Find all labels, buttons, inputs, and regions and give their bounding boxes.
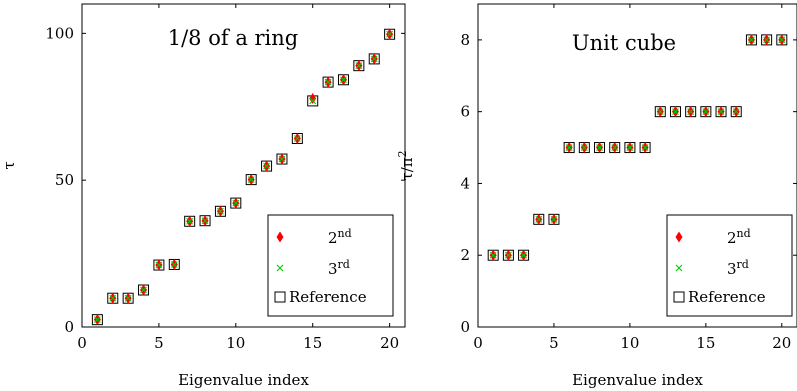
x-tick-label: 0	[473, 334, 483, 352]
y-axis-label-sup: 2	[396, 150, 409, 157]
chart-panel-1: 0 5 10 15 20 0 50 100 Eigenvalue index τ 1/8 of a …	[0, 3, 406, 389]
plot-frame	[81, 3, 406, 328]
legend-box	[666, 214, 793, 317]
third-order-point	[611, 144, 619, 151]
legend-second-sup: nd	[338, 227, 352, 240]
y-tick-label: 0	[460, 318, 470, 336]
plot-frame	[477, 3, 797, 328]
y-tick-label: 4	[460, 174, 470, 192]
legend-third-label: 3rd	[328, 258, 350, 278]
legend-third-base: 3	[328, 260, 338, 278]
y-tick-label: 0	[64, 318, 74, 336]
third-order-point	[386, 30, 394, 38]
y-tick-label: 6	[460, 103, 470, 121]
legend-reference-label: Reference	[688, 288, 766, 306]
third-order-point	[778, 36, 786, 44]
y-tick-label: 100	[45, 24, 74, 42]
third-order-point	[732, 108, 740, 116]
third-order-point	[717, 108, 725, 116]
third-order-point	[535, 215, 543, 223]
third-order-point	[687, 108, 695, 116]
legend-second-marker	[675, 231, 683, 243]
third-order-point	[93, 316, 101, 324]
legend-reference-marker	[673, 291, 685, 303]
legend-reference-marker	[274, 291, 286, 303]
y-axis-label: τ	[0, 161, 18, 169]
third-order-point	[124, 294, 132, 302]
third-order-point	[217, 207, 224, 215]
third-order-point	[550, 215, 558, 223]
third-order-point	[293, 135, 301, 142]
third-order-point	[580, 144, 588, 151]
third-order-point	[763, 36, 771, 44]
third-order-point	[109, 294, 117, 302]
third-order-point	[278, 155, 286, 163]
third-order-point	[324, 78, 332, 86]
y-tick-label: 2	[460, 246, 470, 264]
y-axis-label: τ/π2	[396, 150, 416, 180]
third-order-point	[201, 217, 209, 225]
x-axis-label: Eigenvalue index	[178, 371, 309, 389]
third-order-point	[626, 144, 634, 151]
third-order-point	[596, 144, 603, 151]
third-order-point	[370, 55, 378, 63]
chart-title: 1/8 of a ring	[168, 26, 298, 50]
third-order-point	[565, 144, 573, 151]
third-order-point	[232, 199, 240, 207]
legend-third-base: 3	[727, 260, 737, 278]
legend-box	[267, 214, 394, 317]
third-order-point	[702, 108, 710, 116]
legend-second-sup: nd	[737, 227, 751, 240]
legend-third-marker	[675, 264, 683, 272]
x-tick-label: 10	[226, 334, 245, 352]
second-order-point	[309, 93, 317, 105]
legend-second-base: 2	[727, 229, 737, 247]
y-axis-label-base: τ/π	[398, 157, 416, 180]
x-tick-label: 5	[154, 334, 164, 352]
third-order-point	[263, 162, 270, 170]
x-tick-label: 15	[696, 334, 715, 352]
third-order-point	[489, 251, 497, 259]
third-order-point	[170, 261, 178, 268]
y-axis-label-base: τ	[0, 161, 18, 169]
chart-title: Unit cube	[572, 31, 676, 55]
x-tick-label: 10	[620, 334, 639, 352]
x-axis-label: Eigenvalue index	[572, 371, 703, 389]
legend-second-base: 2	[328, 229, 338, 247]
legend: 2nd 3rd Reference	[267, 214, 394, 317]
third-order-point	[247, 176, 255, 183]
legend-reference-label: Reference	[289, 288, 367, 306]
legend-third-sup: rd	[338, 258, 350, 271]
third-order-point	[520, 251, 527, 259]
legend: 2nd 3rd Reference	[666, 214, 793, 317]
third-order-point	[355, 62, 363, 70]
x-tick-label: 15	[303, 334, 322, 352]
third-order-point	[186, 217, 194, 225]
x-tick-label: 5	[549, 334, 559, 352]
x-tick-label: 20	[380, 334, 399, 352]
third-order-point	[155, 261, 163, 269]
third-order-point	[641, 144, 649, 151]
legend-third-label: 3rd	[727, 258, 749, 278]
third-order-point	[140, 286, 147, 294]
x-tick-label: 20	[772, 334, 791, 352]
x-tick-label: 0	[77, 334, 87, 352]
third-order-point	[504, 251, 512, 259]
y-tick-label: 8	[460, 31, 470, 49]
legend-third-marker	[276, 264, 284, 272]
third-order-point	[340, 76, 347, 84]
legend-second-label: 2nd	[328, 227, 352, 247]
legend-third-sup: rd	[737, 258, 749, 271]
legend-second-marker	[276, 231, 284, 243]
third-order-point	[309, 97, 317, 105]
third-order-point	[748, 36, 755, 44]
third-order-point	[672, 108, 679, 116]
third-order-point	[656, 108, 664, 116]
y-tick-label: 50	[55, 171, 74, 189]
legend-second-label: 2nd	[727, 227, 751, 247]
